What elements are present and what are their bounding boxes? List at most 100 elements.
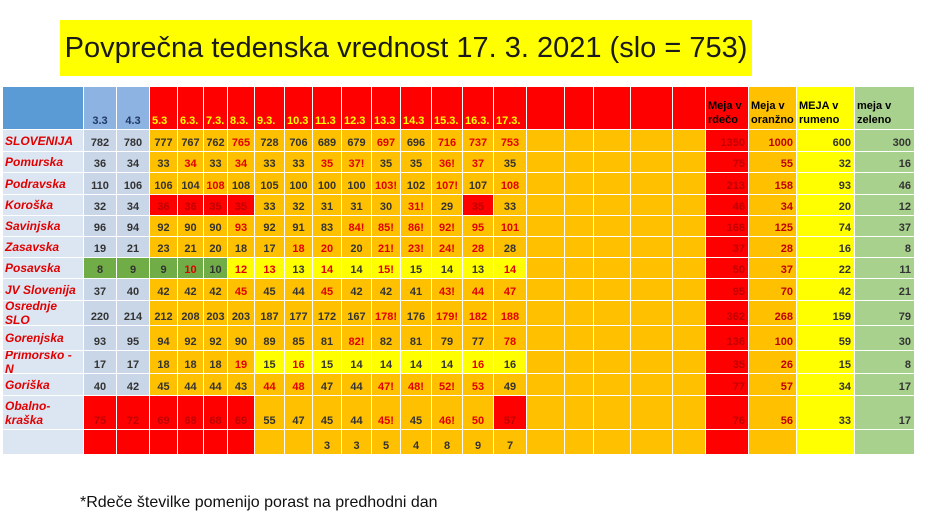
value-cell: 100: [285, 173, 313, 195]
value-cell: 68: [178, 396, 204, 430]
value-cell: 4: [401, 430, 432, 455]
threshold-header: MEJA v rumeno: [797, 87, 855, 130]
value-cell: 78: [494, 326, 527, 351]
threshold-cell: 76: [706, 396, 749, 430]
threshold-cell: [706, 430, 749, 455]
value-cell: 48!: [401, 374, 432, 396]
region-name: Zasavska: [3, 237, 84, 258]
threshold-cell: 34: [797, 374, 855, 396]
threshold-cell: 22: [797, 258, 855, 279]
value-cell: 102: [401, 173, 432, 195]
value-cell: 17: [84, 351, 117, 374]
value-cell: 31: [342, 195, 372, 216]
value-cell: 43!: [432, 279, 463, 301]
value-cell: 44: [285, 279, 313, 301]
value-cell: [285, 430, 313, 455]
date-header: 15.3.: [432, 87, 463, 130]
value-cell: 19: [84, 237, 117, 258]
threshold-cell: 95: [706, 279, 749, 301]
region-name: Podravska: [3, 173, 84, 195]
empty-cell: [673, 258, 706, 279]
value-cell: 45: [401, 396, 432, 430]
threshold-cell: 46: [855, 173, 915, 195]
value-cell: [178, 430, 204, 455]
threshold-cell: 75: [706, 152, 749, 173]
value-cell: 95: [463, 216, 494, 237]
value-cell: 82!: [342, 326, 372, 351]
value-cell: 45: [255, 279, 285, 301]
value-cell: 45!: [372, 396, 401, 430]
value-cell: 18: [150, 351, 178, 374]
value-cell: 182: [463, 301, 494, 326]
threshold-cell: 158: [749, 173, 797, 195]
value-cell: 82: [372, 326, 401, 351]
value-cell: 45: [313, 396, 342, 430]
empty-cell: [631, 374, 673, 396]
value-cell: 91: [285, 216, 313, 237]
value-cell: 69: [228, 396, 255, 430]
value-cell: 35: [228, 195, 255, 216]
threshold-cell: 100: [749, 326, 797, 351]
value-cell: 12: [228, 258, 255, 279]
value-cell: [117, 430, 150, 455]
empty-cell: [565, 173, 594, 195]
value-cell: 716: [432, 130, 463, 152]
value-cell: 18: [178, 351, 204, 374]
value-cell: 178!: [372, 301, 401, 326]
value-cell: 101: [494, 216, 527, 237]
value-cell: 34: [178, 152, 204, 173]
value-cell: 35: [204, 195, 228, 216]
value-cell: 21!: [372, 237, 401, 258]
value-cell: 85: [285, 326, 313, 351]
value-cell: 203: [228, 301, 255, 326]
empty-cell: [673, 326, 706, 351]
threshold-cell: 11: [855, 258, 915, 279]
value-cell: 90: [204, 216, 228, 237]
value-cell: 42: [342, 279, 372, 301]
threshold-header: Meja v rdečo: [706, 87, 749, 130]
value-cell: 172: [313, 301, 342, 326]
value-cell: 92: [178, 326, 204, 351]
threshold-cell: 300: [855, 130, 915, 152]
date-header: 3.3: [84, 87, 117, 130]
value-cell: 20: [204, 237, 228, 258]
value-cell: 44: [178, 374, 204, 396]
value-cell: 92: [255, 216, 285, 237]
value-cell: 106: [117, 173, 150, 195]
value-cell: 45: [228, 279, 255, 301]
date-header: 12.3: [342, 87, 372, 130]
value-cell: 35: [313, 152, 342, 173]
value-cell: 93: [228, 216, 255, 237]
value-cell: 92: [204, 326, 228, 351]
value-cell: 36: [150, 195, 178, 216]
value-cell: 90: [178, 216, 204, 237]
value-cell: 31: [313, 195, 342, 216]
value-cell: 14: [342, 258, 372, 279]
value-cell: 89: [255, 326, 285, 351]
date-header: 10.3: [285, 87, 313, 130]
empty-cell: [565, 279, 594, 301]
value-cell: 57: [494, 396, 527, 430]
empty-cell: [594, 279, 631, 301]
threshold-cell: 37: [749, 258, 797, 279]
empty-cell: [527, 173, 565, 195]
value-cell: 14: [401, 351, 432, 374]
value-cell: 220: [84, 301, 117, 326]
threshold-cell: 32: [797, 152, 855, 173]
value-cell: 108: [204, 173, 228, 195]
value-cell: 50: [463, 396, 494, 430]
value-cell: 15: [401, 258, 432, 279]
value-cell: 765: [228, 130, 255, 152]
empty-cell: [527, 152, 565, 173]
empty-cell: [527, 301, 565, 326]
value-cell: 782: [84, 130, 117, 152]
value-cell: 179!: [432, 301, 463, 326]
threshold-cell: 15: [797, 351, 855, 374]
empty-cell: [565, 326, 594, 351]
value-cell: 53: [463, 374, 494, 396]
threshold-cell: 136: [706, 326, 749, 351]
empty-cell: [527, 396, 565, 430]
region-name: JV Slovenija: [3, 279, 84, 301]
empty-cell: [631, 130, 673, 152]
date-header: 14.3: [401, 87, 432, 130]
